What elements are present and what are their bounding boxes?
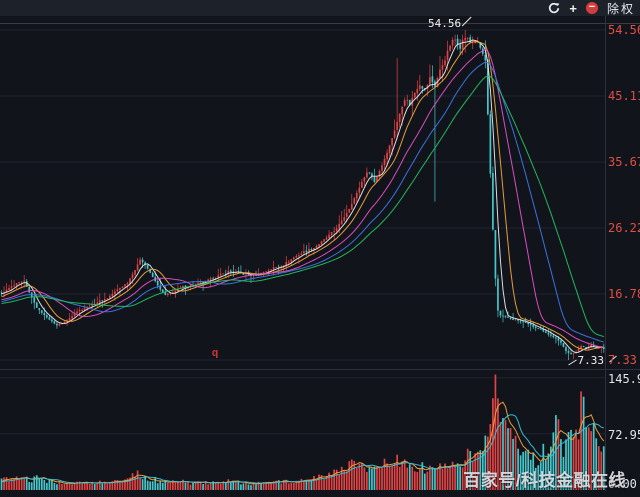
high-price-annotation: 54.56 xyxy=(428,16,462,30)
volume-axis-label: 72.95 xyxy=(608,427,640,442)
low-annotation-pointer xyxy=(568,359,577,366)
price-axis-label: 54.56 xyxy=(608,22,640,37)
event-marker: q xyxy=(211,346,219,359)
low-annotation-tick xyxy=(609,355,617,363)
price-ma30-line xyxy=(1,61,604,343)
price-axis-label: 45.11 xyxy=(608,88,640,103)
zoom-in-button[interactable]: + xyxy=(569,0,577,16)
zoom-out-button[interactable]: − xyxy=(585,2,598,14)
price-axis-label: 35.67 xyxy=(608,154,640,169)
price-ma20-line xyxy=(1,48,604,349)
watermark: 百家号/科技金融在线 xyxy=(463,471,626,490)
chart-toolbar: + − 除权 xyxy=(0,0,640,16)
volume-bars xyxy=(0,374,605,490)
price-axis-label: 26.22 xyxy=(608,220,640,235)
volume-axis-label: 145.9 xyxy=(608,371,640,386)
low-price-annotation: 7.33 xyxy=(577,354,605,367)
high-annotation-pointer xyxy=(461,16,472,27)
volume-axis-label: 0.00 xyxy=(608,477,637,491)
price-axis-label: 7.33 xyxy=(608,353,637,367)
price-ma40-line xyxy=(1,75,604,338)
exrights-button[interactable]: 除权 xyxy=(606,1,635,16)
refresh-icon[interactable] xyxy=(548,2,560,14)
volume-ma10-line xyxy=(1,414,604,484)
price-axis-label: 16.78 xyxy=(608,286,640,301)
price-ma5-line xyxy=(1,39,604,354)
